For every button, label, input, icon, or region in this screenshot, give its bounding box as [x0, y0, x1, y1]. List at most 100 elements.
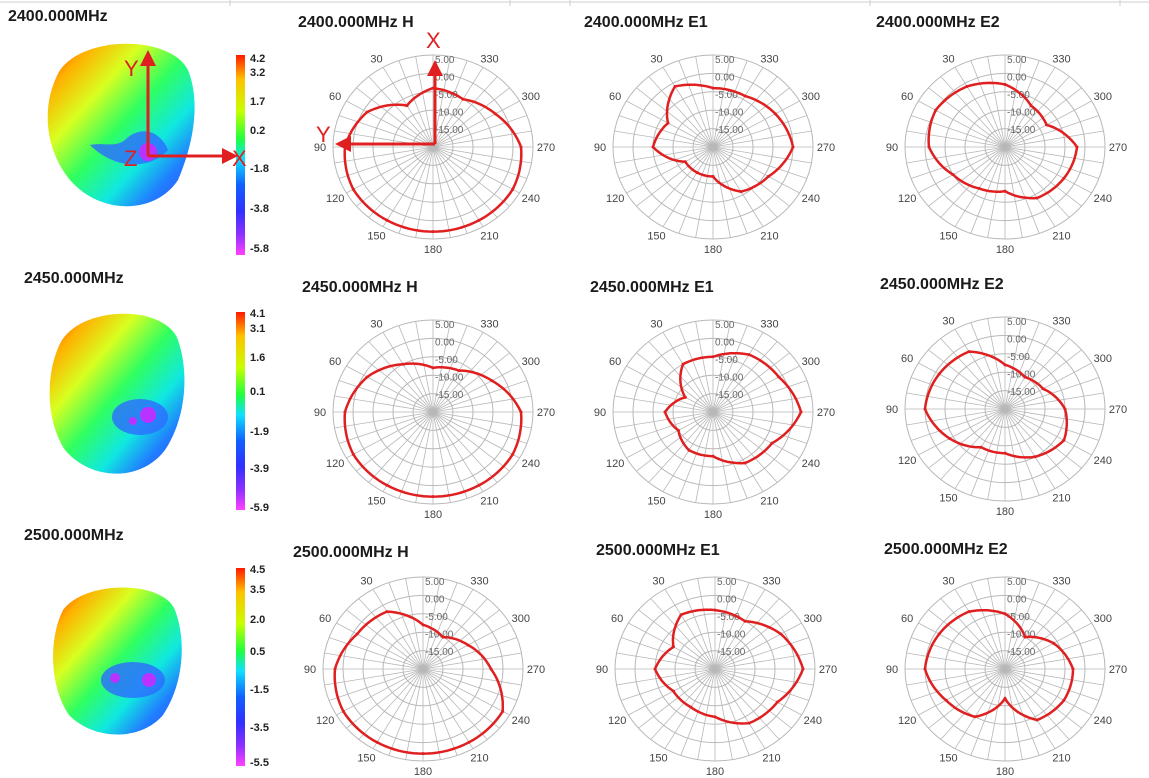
polar-chart-title: 2500.000MHz H: [293, 544, 409, 561]
pattern-point: [343, 410, 347, 414]
grid-spoke: [422, 668, 522, 686]
pattern-point: [799, 410, 803, 414]
grid-spoke: [422, 668, 488, 740]
grid-spoke: [678, 325, 714, 413]
angle-tick-label: 150: [647, 495, 665, 507]
grid-spoke: [638, 668, 716, 729]
grid-spoke: [910, 668, 1006, 701]
grid-spoke: [648, 146, 714, 218]
top-border: [0, 0, 1149, 6]
grid-spoke: [714, 668, 766, 749]
colorbar-tick-label: 3.5: [250, 584, 265, 596]
grid-spoke: [918, 622, 1006, 670]
grid-spoke: [910, 146, 1006, 179]
grid-spoke: [432, 67, 484, 148]
angle-tick-label: 240: [522, 193, 540, 205]
pattern-point: [1035, 196, 1039, 200]
grid-spoke: [432, 365, 520, 413]
grid-spoke: [662, 332, 714, 413]
grid-spoke: [382, 411, 434, 492]
angle-tick-label: 210: [760, 495, 778, 507]
grid-spoke: [338, 411, 434, 444]
pattern-point: [477, 483, 481, 487]
pattern-point: [743, 619, 747, 623]
grid-spoke: [432, 100, 520, 148]
grid-spoke: [970, 60, 1006, 148]
radial-tick-label: -5.00: [1007, 90, 1030, 101]
grid-spoke: [1004, 652, 1104, 670]
pattern-point: [519, 410, 523, 414]
pattern-point: [951, 173, 955, 177]
grid-spoke: [432, 146, 528, 179]
angle-tick-label: 30: [942, 316, 954, 328]
grid-spoke: [636, 146, 714, 207]
grid-spoke: [712, 146, 800, 194]
grid-spoke: [422, 668, 510, 716]
grid-spoke: [918, 362, 1006, 410]
grid-spoke: [346, 668, 424, 729]
pattern-point: [1003, 189, 1007, 193]
pattern-point: [676, 428, 680, 432]
grid-spoke: [432, 146, 468, 234]
grid-spoke: [712, 67, 764, 148]
grid-spoke: [714, 598, 780, 670]
polar-chart-title: 2400.000MHz E1: [584, 14, 708, 31]
pattern-point: [1071, 667, 1075, 671]
pattern-point: [1051, 641, 1055, 645]
angle-tick-label: 180: [704, 509, 722, 521]
grid-spoke: [382, 67, 434, 148]
grid-spoke: [626, 411, 714, 459]
angle-tick-label: 60: [609, 356, 621, 368]
angle-tick-label: 210: [480, 495, 498, 507]
grid-spoke: [906, 668, 1006, 686]
grid-spoke: [714, 582, 750, 670]
grid-spoke: [356, 411, 434, 472]
pattern-point: [683, 395, 687, 399]
angle-tick-label: 180: [704, 244, 722, 256]
grid-spoke: [616, 668, 716, 686]
angle-tick-label: 270: [817, 142, 835, 154]
pattern-point: [967, 350, 971, 354]
polar-grid: [904, 576, 1106, 762]
pattern-point: [385, 218, 389, 222]
grid-spoke: [940, 408, 1006, 480]
grid-spoke: [405, 668, 424, 760]
pattern-point: [739, 190, 743, 194]
angle-tick-label: 150: [367, 495, 385, 507]
angle-tick-label: 150: [939, 230, 957, 242]
pattern-point: [967, 610, 971, 614]
grid-spoke: [1004, 408, 1023, 500]
grid-spoke: [338, 146, 434, 179]
grid-spoke: [432, 411, 498, 483]
polar-chart: 30 60 90 120 150 180 210 240 270 300 330 5.00 0.00 -5…: [886, 54, 1127, 256]
pattern-point: [711, 174, 715, 178]
grid-spoke: [714, 578, 733, 670]
polar-chart: 30 60 90 120 150 180 210 240 270 300 330 5.00 0.00 -5…: [314, 319, 555, 521]
grid-spoke: [712, 411, 731, 503]
pattern-point: [801, 667, 805, 671]
axis-label: Y: [316, 122, 331, 147]
grid-spoke: [1004, 329, 1056, 410]
grid-spoke: [910, 115, 1006, 148]
angle-tick-label: 330: [1052, 54, 1070, 66]
grid-spoke: [712, 325, 748, 413]
grid-spoke: [712, 76, 778, 148]
angle-tick-label: 180: [706, 766, 724, 777]
grid-spoke: [415, 56, 434, 148]
pattern-point: [431, 230, 435, 234]
colorbar-tick-label: 3.1: [250, 323, 265, 335]
pattern-point: [511, 187, 515, 191]
grid-spoke: [432, 341, 498, 413]
grid-spoke: [714, 668, 780, 740]
pattern-point: [777, 375, 781, 379]
grid-spoke: [987, 668, 1006, 760]
grid-spoke: [712, 411, 800, 459]
grid-spoke: [695, 56, 714, 148]
grid-spoke: [1004, 668, 1070, 740]
grid-spoke: [422, 652, 522, 670]
angle-tick-label: 330: [480, 319, 498, 331]
grid-spoke: [678, 411, 714, 499]
angle-tick-label: 30: [370, 54, 382, 66]
grid-spoke: [712, 411, 812, 429]
grid-spoke: [368, 146, 434, 218]
